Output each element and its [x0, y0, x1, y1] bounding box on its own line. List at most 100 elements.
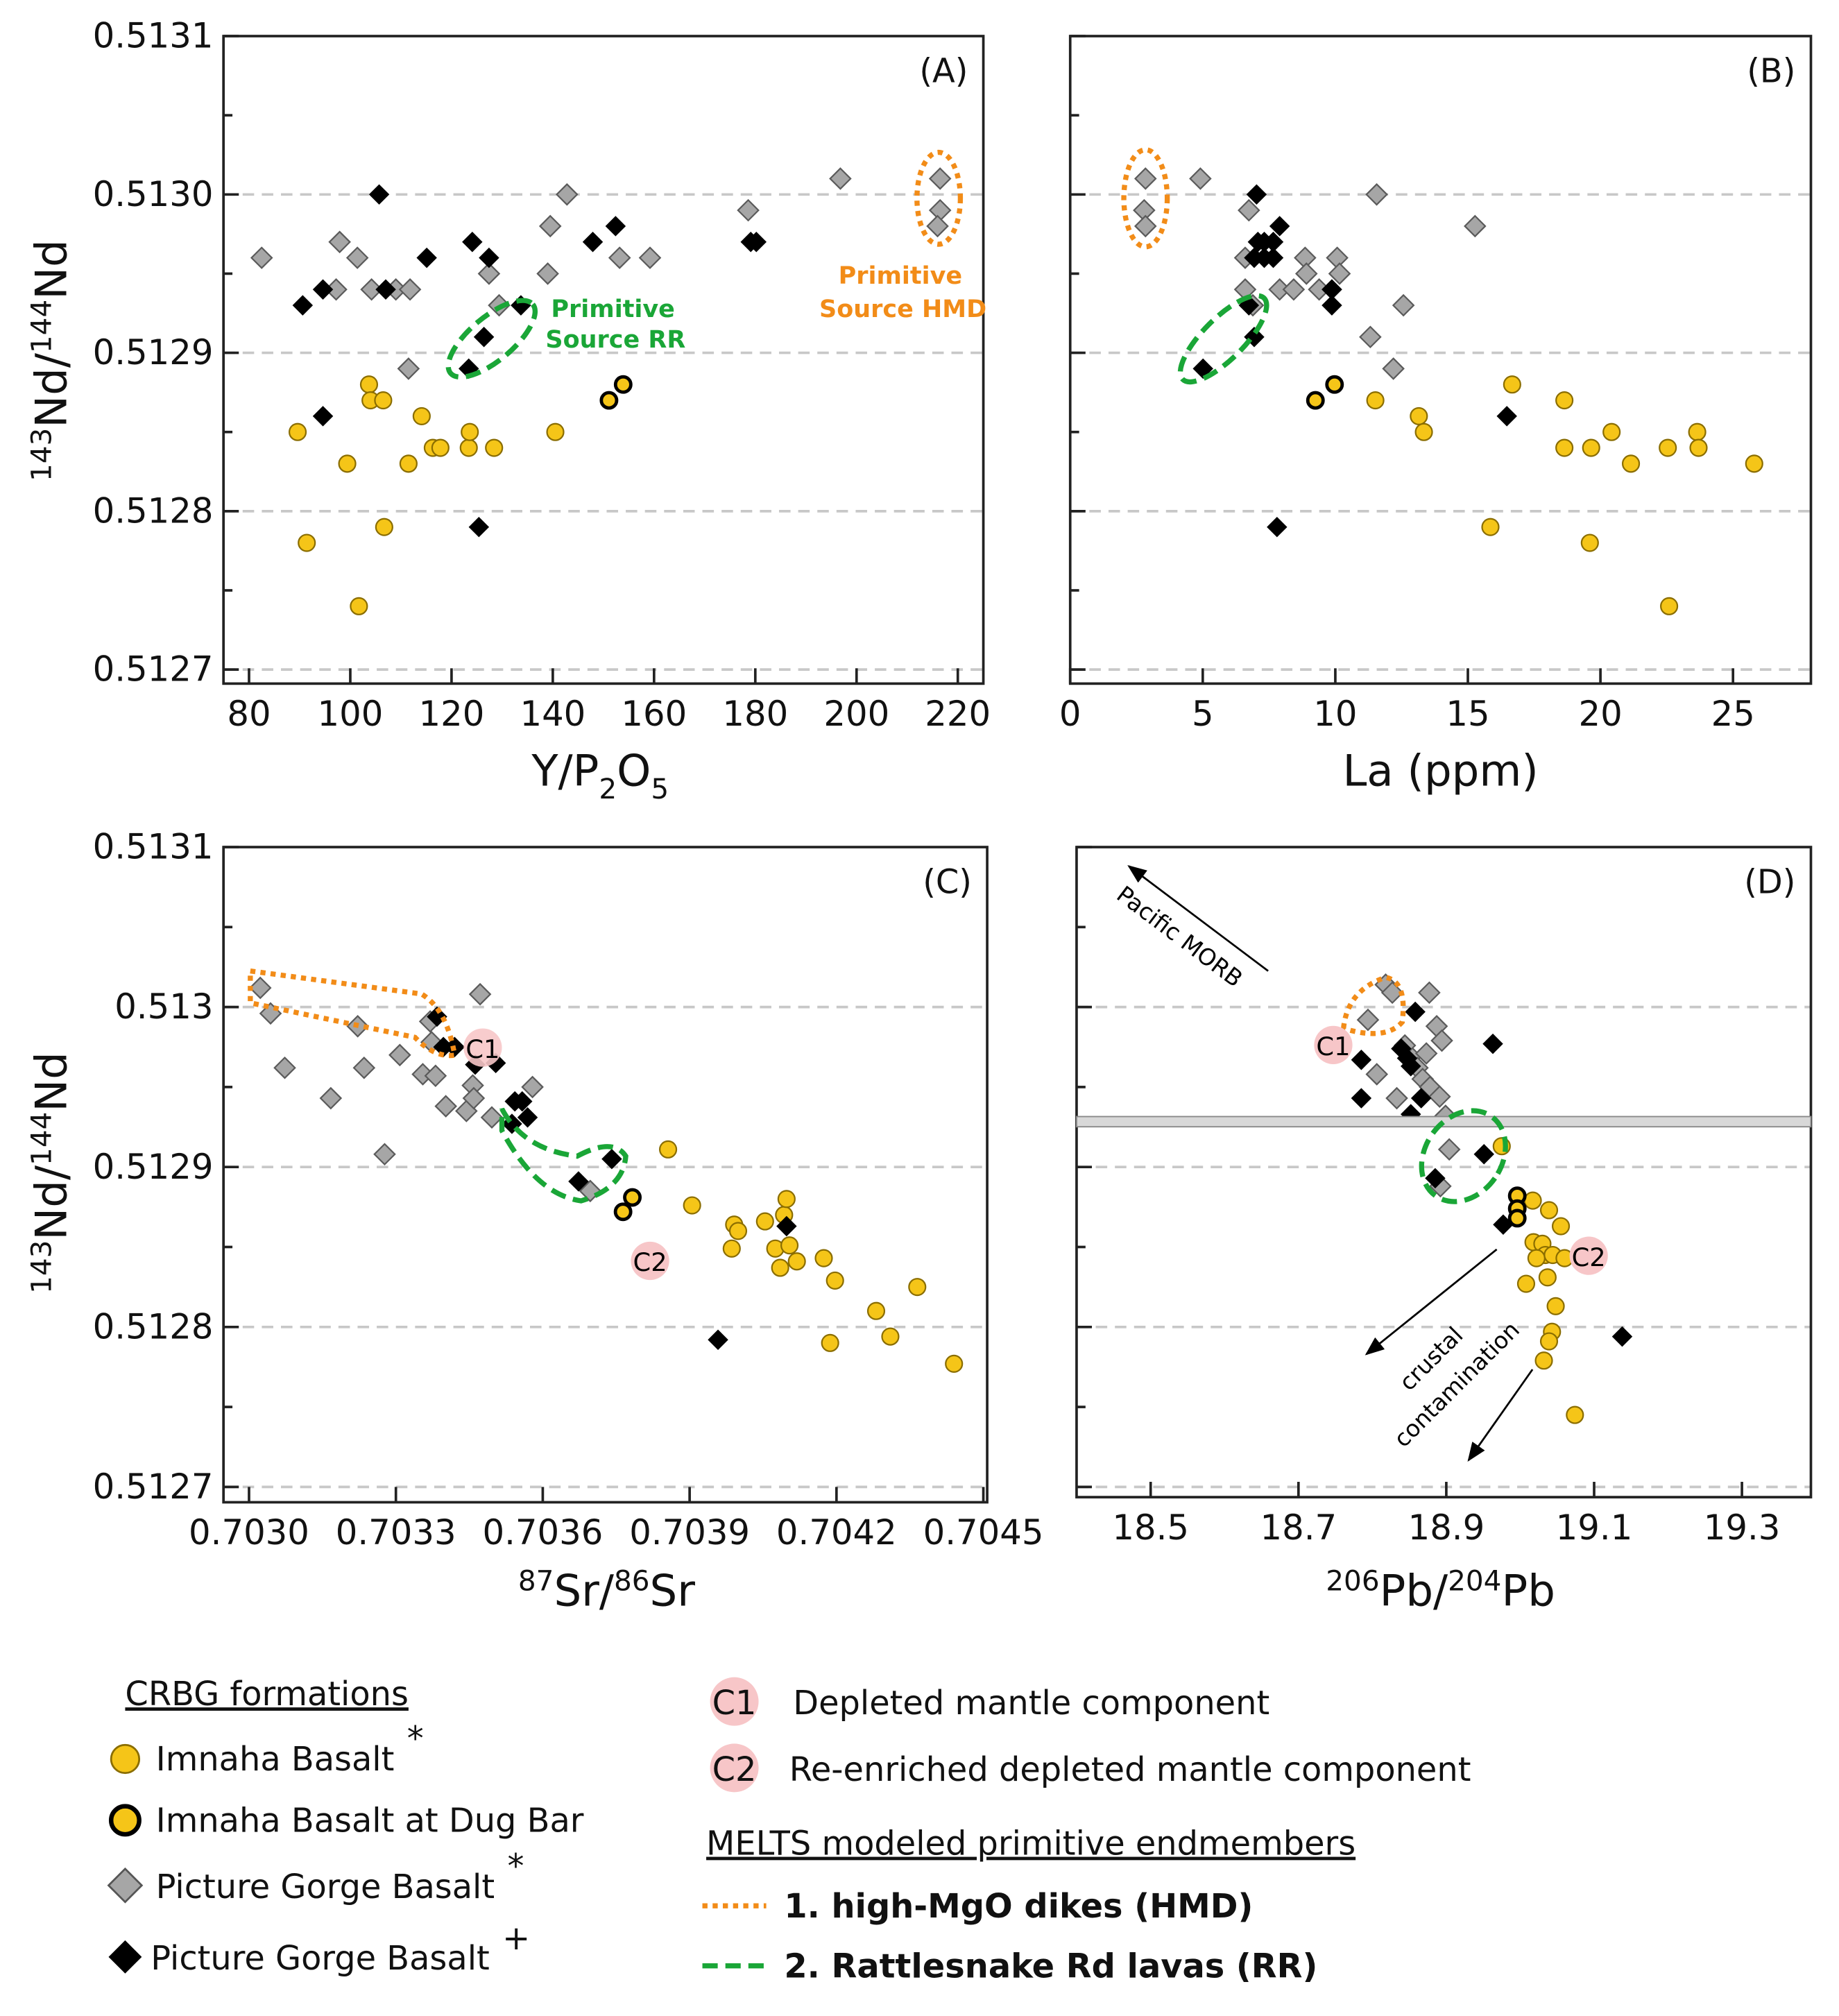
pgb-black-point	[1473, 1144, 1494, 1165]
x-axis-label-b: La (ppm)	[1342, 746, 1538, 796]
x-tick-label: 80	[227, 694, 271, 734]
imnaha-point	[350, 597, 368, 615]
pgb-black-point	[479, 247, 499, 268]
pgb-black-point	[468, 516, 490, 538]
pgb-grey-point	[608, 246, 631, 269]
y-tick-label: 0.513	[114, 986, 213, 1027]
imnaha-point	[1414, 422, 1433, 441]
dugbar-point	[1507, 1208, 1527, 1228]
y-tick-label: 0.5131	[93, 827, 214, 867]
pgb-black-point	[512, 1091, 533, 1112]
pgb-grey-point	[328, 230, 351, 254]
pgb-black-point	[462, 232, 483, 253]
pgb-black-point	[776, 1215, 797, 1237]
pgb-grey-point	[250, 246, 273, 269]
panel-label: (D)	[1744, 863, 1795, 901]
x-tick-label: 18.9	[1408, 1507, 1485, 1548]
y-tick-label: 0.5127	[93, 1467, 214, 1507]
pgb-grey-point	[398, 277, 422, 301]
c1-marker	[463, 1028, 502, 1067]
pgb-black-point	[1410, 1088, 1432, 1109]
panel-label: (B)	[1747, 52, 1795, 90]
panel-b: 0 5 10 15 20 25 (B)	[1059, 35, 1813, 734]
x-tick-label: 0.7033	[336, 1512, 456, 1553]
legend-c2-code: C2	[712, 1751, 757, 1789]
pgb-grey-point	[397, 357, 420, 380]
imnaha-point	[771, 1258, 789, 1277]
pgb-black-point	[1496, 406, 1517, 427]
pgb-grey-point	[477, 262, 501, 285]
pgb-grey-point	[638, 246, 662, 269]
x-tick-label: 25	[1711, 694, 1755, 734]
y-axis-label-top: 143Nd/144Nd	[25, 239, 77, 481]
dugbar-point	[613, 375, 633, 394]
pgb-grey-point	[1328, 262, 1351, 285]
pgb-black-point	[1254, 247, 1275, 268]
x-axis-label-a: Y/P2O5	[531, 746, 669, 805]
crustal-arrow-2	[1467, 1369, 1534, 1462]
pgb-black-point	[1611, 1326, 1633, 1347]
imnaha-point	[866, 1301, 886, 1320]
imnaha-point	[459, 438, 478, 457]
pgb-black-point	[312, 279, 334, 300]
imnaha-point	[1660, 597, 1679, 615]
imnaha-point	[722, 1239, 741, 1258]
imnaha-point	[1745, 454, 1763, 473]
morb-label: Pacific MORB	[1112, 880, 1248, 992]
pgb-grey-point	[536, 262, 559, 285]
dugbar-point	[1325, 375, 1344, 394]
x-tick-label: 20	[1578, 694, 1622, 734]
pgb-grey-point	[829, 167, 852, 190]
x-tick-label: 10	[1313, 694, 1357, 734]
legend-dugbar-marker	[108, 1804, 142, 1837]
x-tick-label: 19.3	[1704, 1507, 1781, 1548]
c1-label: C1	[465, 1034, 499, 1064]
imnaha-point	[1688, 422, 1707, 441]
c1-marker	[1314, 1025, 1353, 1065]
pgb-grey-point	[352, 1056, 376, 1079]
pgb-grey-point	[1382, 357, 1405, 380]
dugbar-point	[1306, 391, 1325, 410]
y-tick-label: 0.5128	[93, 490, 214, 531]
imnaha-point	[814, 1249, 833, 1267]
legend-formations-title: CRBG formations	[125, 1675, 409, 1714]
imnaha-point	[777, 1190, 796, 1208]
x-tick-label: 0.7045	[923, 1512, 1044, 1553]
pgb-black-point	[582, 232, 604, 253]
pgb-black-point	[1425, 1168, 1446, 1189]
dugbar-point	[613, 1202, 633, 1222]
legend-rr-label: 2. Rattlesnake Rd lavas (RR)	[784, 1947, 1317, 1985]
pgb-black-point	[1267, 516, 1288, 538]
pgb-grey-point	[538, 214, 562, 238]
legend-melts-title: MELTS modeled primitive endmembers	[706, 1825, 1355, 1863]
panel-b-annotations	[1121, 147, 1269, 385]
c2-marker	[1569, 1236, 1608, 1275]
imnaha-point	[728, 1222, 748, 1240]
rr-source-outline	[1419, 1108, 1508, 1204]
x-tick-label: 19.1	[1556, 1507, 1633, 1548]
x-tick-label: 5	[1192, 694, 1214, 734]
imnaha-point	[1582, 438, 1600, 457]
pgb-grey-point	[373, 1143, 396, 1166]
imnaha-point	[755, 1212, 774, 1231]
pgb-grey-point	[1414, 1042, 1438, 1065]
c2-label: C2	[1572, 1242, 1606, 1272]
imnaha-point	[1538, 1268, 1557, 1287]
pgb-grey-point	[521, 1075, 544, 1099]
imnaha-point	[359, 375, 379, 394]
c1-label: C1	[1316, 1032, 1350, 1061]
x-tick-label: 140	[520, 694, 585, 734]
panel-label: (A)	[919, 52, 968, 90]
pgb-grey-point	[1365, 183, 1388, 206]
reference-band	[1076, 1116, 1812, 1128]
y-tick-label: 0.5128	[93, 1306, 214, 1347]
dugbar-point	[623, 1188, 642, 1207]
imnaha-point	[1366, 391, 1385, 410]
imnaha-point	[821, 1333, 839, 1352]
pgb-black-point	[1405, 1001, 1426, 1023]
imnaha-point	[546, 422, 565, 441]
legend-c1-label: Depleted mantle component	[793, 1684, 1269, 1723]
pgb-grey-point	[248, 976, 272, 1000]
imnaha-point	[1527, 1249, 1546, 1267]
x-axis-label-c: 87Sr/86Sr	[518, 1564, 695, 1616]
